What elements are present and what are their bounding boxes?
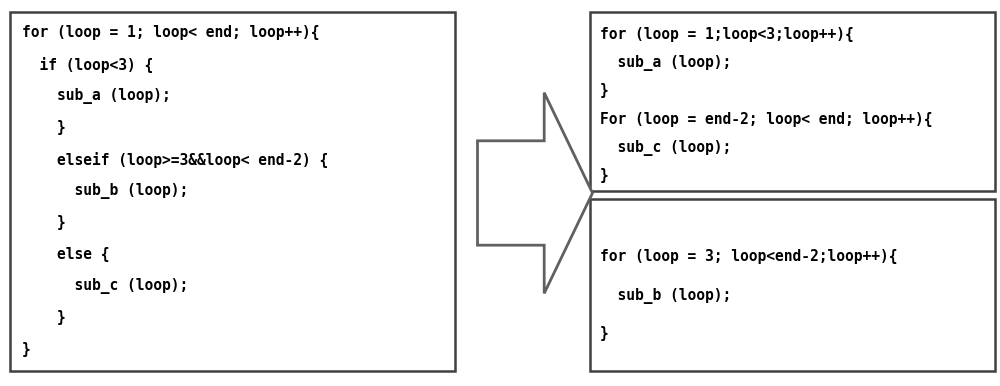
Text: }: }: [22, 215, 66, 230]
Text: sub_a (loop);: sub_a (loop);: [600, 55, 731, 71]
Text: }: }: [22, 310, 66, 325]
Text: sub_c (loop);: sub_c (loop);: [600, 140, 731, 156]
Text: for (loop = 1; loop< end; loop++){: for (loop = 1; loop< end; loop++){: [22, 25, 320, 40]
Text: }: }: [600, 326, 609, 341]
Text: }: }: [22, 342, 31, 357]
Text: }: }: [22, 120, 66, 135]
Text: for (loop = 3; loop<end-2;loop++){: for (loop = 3; loop<end-2;loop++){: [600, 249, 898, 264]
Text: elseif (loop>=3&&loop< end-2) {: elseif (loop>=3&&loop< end-2) {: [22, 152, 328, 168]
Text: sub_c (loop);: sub_c (loop);: [22, 278, 188, 294]
Text: for (loop = 1;loop<3;loop++){: for (loop = 1;loop<3;loop++){: [600, 27, 854, 42]
Text: For (loop = end-2; loop< end; loop++){: For (loop = end-2; loop< end; loop++){: [600, 112, 932, 127]
Text: sub_a (loop);: sub_a (loop);: [22, 88, 171, 104]
Text: else {: else {: [22, 247, 110, 262]
Text: sub_b (loop);: sub_b (loop);: [22, 183, 188, 199]
Text: }: }: [600, 83, 609, 98]
Text: sub_b (loop);: sub_b (loop);: [600, 288, 731, 303]
FancyBboxPatch shape: [10, 12, 455, 371]
FancyBboxPatch shape: [590, 12, 995, 191]
FancyBboxPatch shape: [590, 199, 995, 371]
Polygon shape: [478, 93, 592, 293]
Text: }: }: [600, 168, 609, 183]
Text: if (loop<3) {: if (loop<3) {: [22, 57, 153, 73]
